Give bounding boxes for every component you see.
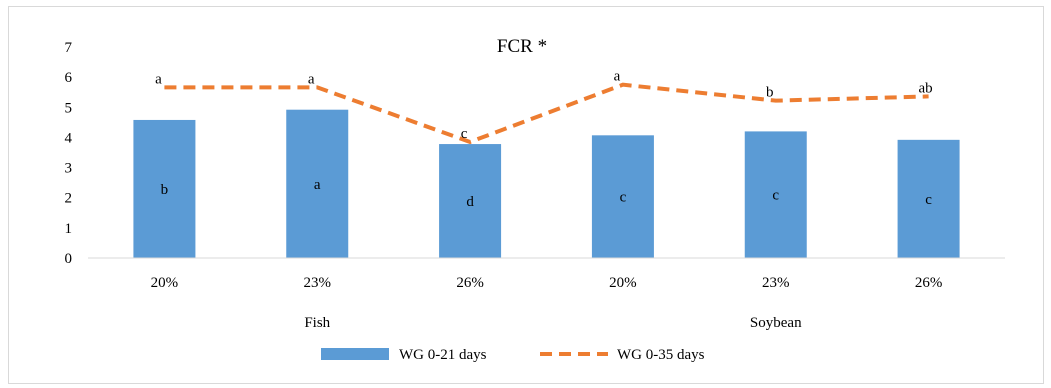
line-label: c — [461, 126, 468, 142]
bar — [591, 135, 654, 258]
y-tick-label: 4 — [65, 130, 73, 146]
x-group-label: Soybean — [750, 315, 802, 331]
y-tick-label: 2 — [65, 191, 73, 207]
x-tick-label: 26% — [915, 275, 943, 291]
bar-label: b — [161, 182, 169, 198]
bar — [133, 119, 196, 259]
legend: WG 0-21 days WG 0-35 days — [321, 347, 705, 363]
y-tick-label: 3 — [65, 161, 73, 177]
legend-swatch-bars — [321, 348, 389, 360]
bar-series: b a d c c c — [133, 109, 960, 259]
y-tick-label: 6 — [65, 70, 73, 86]
y-tick-label: 7 — [65, 40, 73, 56]
line-label: a — [308, 71, 315, 87]
legend-label-line: WG 0-35 days — [617, 347, 705, 363]
x-tick-label: 23% — [762, 275, 790, 291]
bar-label: d — [466, 194, 474, 210]
line-label: b — [766, 85, 774, 101]
bar — [744, 131, 807, 258]
x-tick-label: 20% — [151, 275, 179, 291]
bar — [439, 144, 502, 258]
line-label: a — [155, 71, 162, 87]
bar-label: c — [925, 192, 932, 208]
y-tick-label: 1 — [65, 221, 73, 237]
bar-label: c — [620, 190, 627, 206]
y-tick-label: 5 — [65, 100, 73, 116]
y-tick-label: 0 — [65, 251, 73, 267]
x-group-label: Fish — [304, 315, 330, 331]
legend-label-bars: WG 0-21 days — [399, 347, 487, 363]
line-label: a — [614, 69, 621, 85]
line-path — [164, 82, 929, 145]
line-label: ab — [918, 80, 932, 96]
bar — [286, 109, 349, 258]
bar-label: a — [314, 177, 321, 193]
bar — [897, 139, 960, 258]
chart-title: FCR * — [497, 36, 547, 57]
x-axis: 20% 23% 26% 20% 23% 26% Fish Soybean — [88, 257, 1005, 331]
x-tick-label: 26% — [456, 275, 484, 291]
x-tick-label: 23% — [304, 275, 332, 291]
x-tick-label: 20% — [609, 275, 637, 291]
bar-label: c — [772, 188, 779, 204]
y-axis-ticks: 0 1 2 3 4 5 6 7 — [65, 40, 73, 267]
